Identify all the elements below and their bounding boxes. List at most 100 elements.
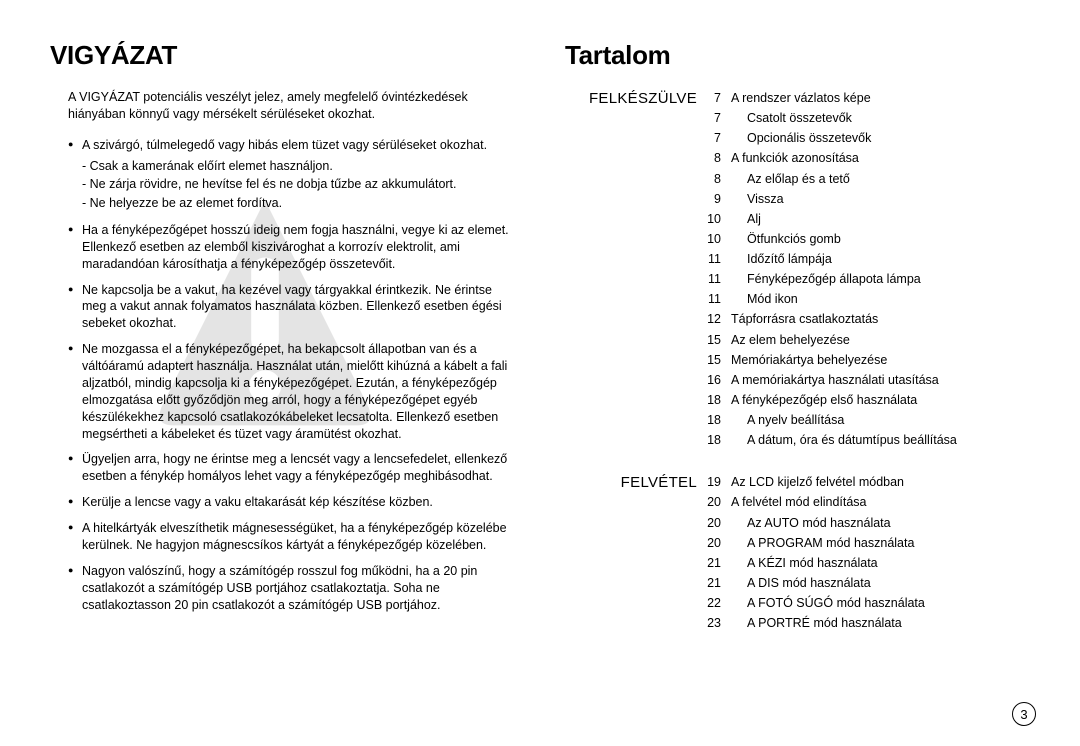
caution-bullet: Ha a fényképezőgépet hosszú ideig nem fo… [68, 222, 515, 273]
toc-rows: 19Az LCD kijelző felvétel módban20A felv… [705, 473, 1030, 634]
toc-page-number: 23 [705, 614, 731, 632]
toc-row: 22A FOTÓ SÚGÓ mód használata [705, 594, 1030, 612]
toc-row: 20Az AUTO mód használata [705, 514, 1030, 532]
toc-title: Az előlap és a tető [731, 170, 1030, 188]
toc-row: 11Mód ikon [705, 290, 1030, 308]
bullet-text: Nagyon valószínű, hogy a számítógép ross… [82, 564, 477, 612]
toc-page-number: 12 [705, 310, 731, 328]
toc-row: 7Opcionális összetevők [705, 129, 1030, 147]
toc-title: Az elem behelyezése [731, 331, 1030, 349]
toc-title: Alj [731, 210, 1030, 228]
toc-page-number: 16 [705, 371, 731, 389]
page-number: 3 [1012, 702, 1036, 726]
bullet-text: Kerülje a lencse vagy a vaku eltakarását… [82, 495, 433, 509]
toc-title: Memóriakártya behelyezése [731, 351, 1030, 369]
toc-title: Vissza [731, 190, 1030, 208]
toc-page-number: 11 [705, 250, 731, 268]
toc-page-number: 10 [705, 230, 731, 248]
toc-row: 7Csatolt összetevők [705, 109, 1030, 127]
toc-page-number: 18 [705, 411, 731, 429]
contents-heading: Tartalom [565, 40, 1030, 71]
bullet-text: A hitelkártyák elveszíthetik mágnesesség… [82, 521, 507, 552]
caution-subitem: - Csak a kamerának előírt elemet használ… [82, 157, 515, 176]
toc-page-number: 21 [705, 554, 731, 572]
toc-row: 12Tápforrásra csatlakoztatás [705, 310, 1030, 328]
toc-row: 19Az LCD kijelző felvétel módban [705, 473, 1030, 491]
caution-intro: A VIGYÁZAT potenciális veszélyt jelez, a… [50, 89, 515, 123]
toc-title: Mód ikon [731, 290, 1030, 308]
toc-row: 18A fényképezőgép első használata [705, 391, 1030, 409]
toc-row: 18A nyelv beállítása [705, 411, 1030, 429]
toc-rows: 7A rendszer vázlatos képe7Csatolt összet… [705, 89, 1030, 451]
toc-title: A fényképezőgép első használata [731, 391, 1030, 409]
bullet-text: A szivárgó, túlmelegedő vagy hibás elem … [82, 138, 487, 152]
toc-row: 7A rendszer vázlatos képe [705, 89, 1030, 107]
toc-row: 20A PROGRAM mód használata [705, 534, 1030, 552]
caution-bullet: A szivárgó, túlmelegedő vagy hibás elem … [68, 137, 515, 213]
toc-page-number: 8 [705, 149, 731, 167]
toc-title: A felvétel mód elindítása [731, 493, 1030, 511]
table-of-contents: FELKÉSZÜLVE7A rendszer vázlatos képe7Csa… [565, 89, 1030, 634]
toc-section: FELVÉTEL19Az LCD kijelző felvétel módban… [565, 473, 1030, 634]
toc-page-number: 22 [705, 594, 731, 612]
toc-page-number: 20 [705, 534, 731, 552]
toc-section-label: FELKÉSZÜLVE [565, 89, 705, 451]
caution-list: A szivárgó, túlmelegedő vagy hibás elem … [50, 137, 515, 614]
toc-row: 11Időzítő lámpája [705, 250, 1030, 268]
toc-row: 18A dátum, óra és dátumtípus beállítása [705, 431, 1030, 449]
toc-page-number: 18 [705, 431, 731, 449]
toc-row: 21A KÉZI mód használata [705, 554, 1030, 572]
toc-page-number: 20 [705, 493, 731, 511]
toc-page-number: 21 [705, 574, 731, 592]
toc-page-number: 20 [705, 514, 731, 532]
toc-section: FELKÉSZÜLVE7A rendszer vázlatos képe7Csa… [565, 89, 1030, 451]
toc-row: 15Az elem behelyezése [705, 331, 1030, 349]
toc-page-number: 18 [705, 391, 731, 409]
toc-row: 16A memóriakártya használati utasítása [705, 371, 1030, 389]
caution-bullet: A hitelkártyák elveszíthetik mágnesesség… [68, 520, 515, 554]
toc-title: A KÉZI mód használata [731, 554, 1030, 572]
toc-title: A rendszer vázlatos képe [731, 89, 1030, 107]
toc-page-number: 7 [705, 129, 731, 147]
toc-row: 10Ötfunkciós gomb [705, 230, 1030, 248]
bullet-text: Ha a fényképezőgépet hosszú ideig nem fo… [82, 223, 509, 271]
toc-title: Az AUTO mód használata [731, 514, 1030, 532]
toc-row: 23A PORTRÉ mód használata [705, 614, 1030, 632]
toc-section-label: FELVÉTEL [565, 473, 705, 634]
toc-title: Tápforrásra csatlakoztatás [731, 310, 1030, 328]
toc-row: 9Vissza [705, 190, 1030, 208]
toc-title: Ötfunkciós gomb [731, 230, 1030, 248]
toc-title: A funkciók azonosítása [731, 149, 1030, 167]
toc-title: A DIS mód használata [731, 574, 1030, 592]
toc-title: A nyelv beállítása [731, 411, 1030, 429]
caution-bullet: Ügyeljen arra, hogy ne érintse meg a len… [68, 451, 515, 485]
toc-row: 21A DIS mód használata [705, 574, 1030, 592]
caution-subitem: - Ne helyezze be az elemet fordítva. [82, 194, 515, 213]
caution-bullet: Nagyon valószínű, hogy a számítógép ross… [68, 563, 515, 614]
toc-row: 15Memóriakártya behelyezése [705, 351, 1030, 369]
toc-row: 10Alj [705, 210, 1030, 228]
toc-row: 8A funkciók azonosítása [705, 149, 1030, 167]
toc-row: 20A felvétel mód elindítása [705, 493, 1030, 511]
page: VIGYÁZAT A VIGYÁZAT potenciális veszélyt… [0, 0, 1080, 746]
toc-row: 8Az előlap és a tető [705, 170, 1030, 188]
toc-page-number: 19 [705, 473, 731, 491]
toc-page-number: 11 [705, 270, 731, 288]
toc-title: A memóriakártya használati utasítása [731, 371, 1030, 389]
caution-sublist: - Csak a kamerának előírt elemet használ… [82, 157, 515, 213]
toc-page-number: 10 [705, 210, 731, 228]
toc-title: A dátum, óra és dátumtípus beállítása [731, 431, 1030, 449]
toc-title: Csatolt összetevők [731, 109, 1030, 127]
bullet-text: Ne mozgassa el a fényképezőgépet, ha bek… [82, 342, 507, 440]
toc-title: A PROGRAM mód használata [731, 534, 1030, 552]
caution-bullet: Ne kapcsolja be a vakut, ha kezével vagy… [68, 282, 515, 333]
toc-page-number: 15 [705, 331, 731, 349]
right-column: Tartalom FELKÉSZÜLVE7A rendszer vázlatos… [540, 40, 1040, 746]
caution-subitem: - Ne zárja rövidre, ne hevítse fel és ne… [82, 175, 515, 194]
toc-row: 11Fényképezőgép állapota lámpa [705, 270, 1030, 288]
toc-title: Az LCD kijelző felvétel módban [731, 473, 1030, 491]
toc-page-number: 11 [705, 290, 731, 308]
caution-bullet: Ne mozgassa el a fényképezőgépet, ha bek… [68, 341, 515, 442]
bullet-text: Ne kapcsolja be a vakut, ha kezével vagy… [82, 283, 502, 331]
page-number-value: 3 [1020, 707, 1027, 722]
